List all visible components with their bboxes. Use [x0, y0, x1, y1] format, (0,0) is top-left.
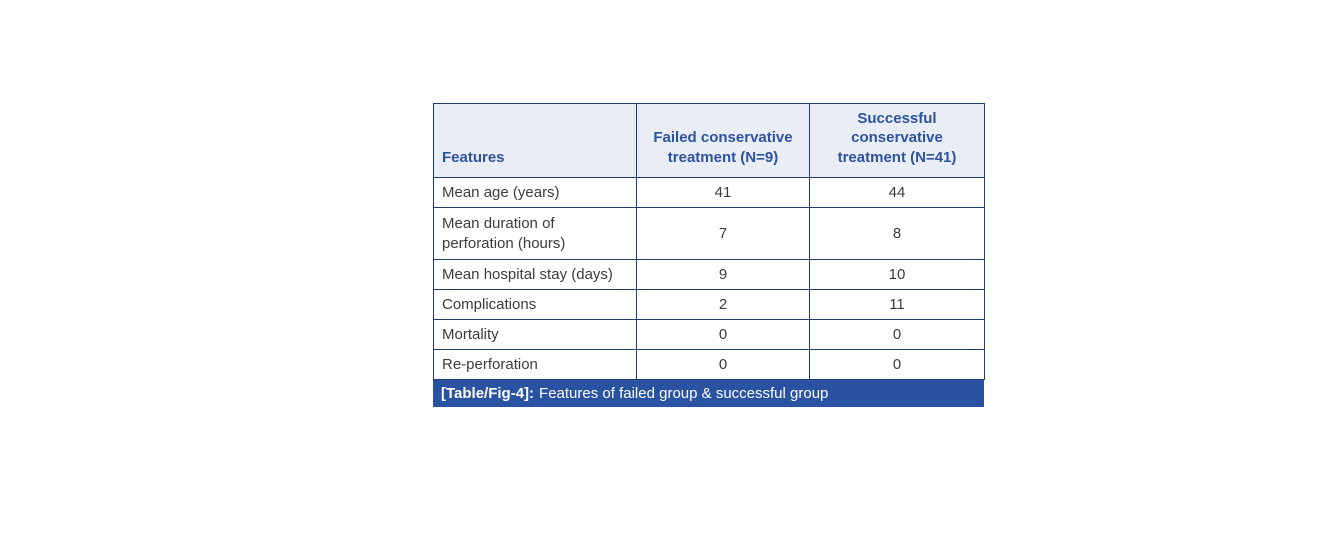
table-row: Mean duration of perforation (hours) 7 8 [433, 207, 985, 260]
failed-value: 0 [636, 349, 810, 380]
table-caption: [Table/Fig-4]: Features of failed group … [433, 380, 984, 407]
feature-label: Mean age (years) [433, 177, 637, 208]
column-header-failed-group: Failed conservative treatment (N=9) [636, 103, 810, 178]
features-table: Features Failed conservative treatment (… [433, 103, 985, 380]
table-row: Complications 2 11 [433, 289, 985, 320]
caption-label: [Table/Fig-4]: [441, 385, 535, 402]
failed-value: 7 [636, 207, 810, 260]
feature-label: Re-perforation [433, 349, 637, 380]
table-row: Re-perforation 0 0 [433, 349, 985, 380]
column-header-successful-group: Successful conservative treatment (N=41) [809, 103, 985, 178]
successful-value: 0 [809, 319, 985, 350]
successful-value: 10 [809, 259, 985, 290]
table-row: Mean age (years) 41 44 [433, 177, 985, 208]
column-header-features: Features [433, 103, 637, 178]
feature-label: Mean hospital stay (days) [433, 259, 637, 290]
failed-value: 2 [636, 289, 810, 320]
failed-value: 9 [636, 259, 810, 290]
failed-value: 41 [636, 177, 810, 208]
table-figure: Features Failed conservative treatment (… [433, 103, 985, 407]
feature-label: Mortality [433, 319, 637, 350]
successful-value: 8 [809, 207, 985, 260]
feature-label: Mean duration of perforation (hours) [433, 207, 637, 260]
failed-value: 0 [636, 319, 810, 350]
caption-text: Features of failed group & successful gr… [539, 385, 829, 402]
successful-value: 0 [809, 349, 985, 380]
feature-label: Complications [433, 289, 637, 320]
header-row: Features Failed conservative treatment (… [433, 103, 985, 178]
table-row: Mean hospital stay (days) 9 10 [433, 259, 985, 290]
successful-value: 11 [809, 289, 985, 320]
successful-value: 44 [809, 177, 985, 208]
table-row: Mortality 0 0 [433, 319, 985, 350]
